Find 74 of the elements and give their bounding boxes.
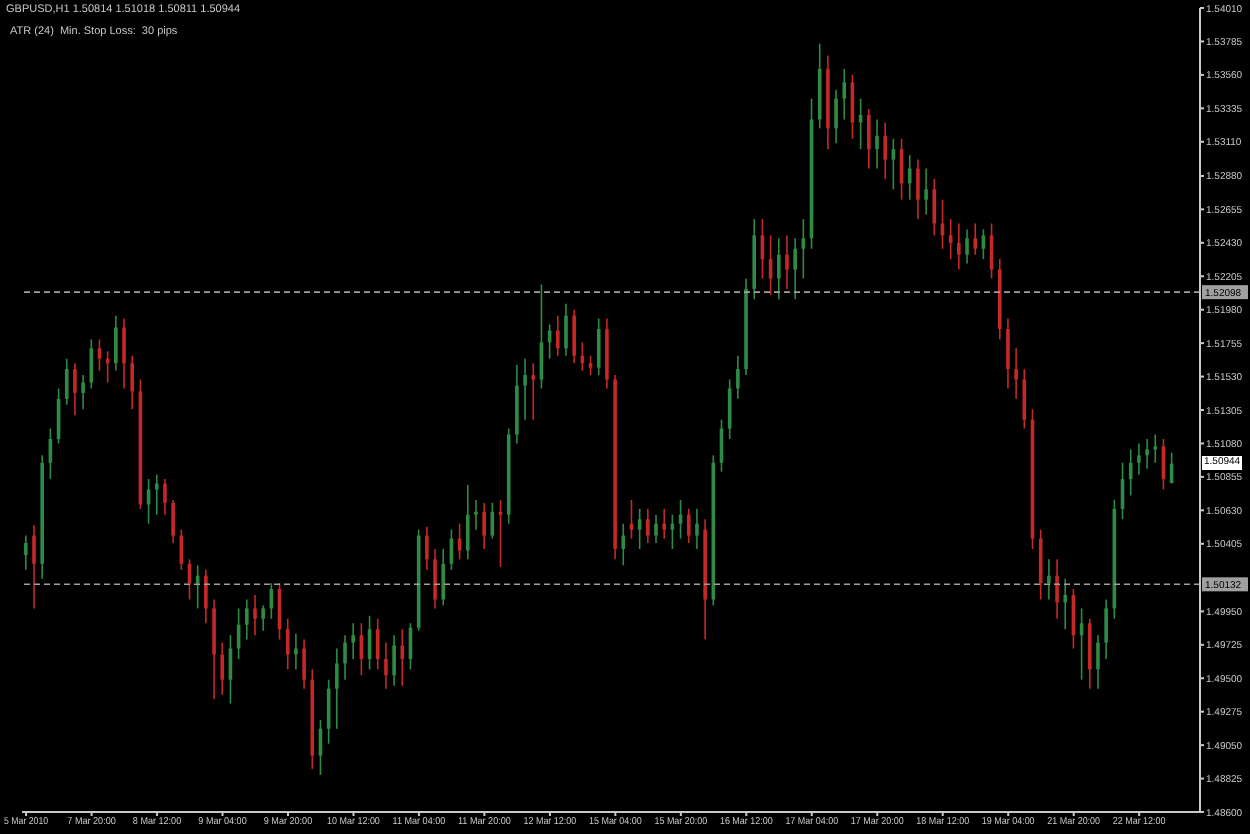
candlestick: [883, 121, 887, 180]
candlestick: [523, 357, 527, 421]
candlestick: [916, 158, 920, 220]
candlestick: [204, 568, 208, 625]
candlestick: [81, 374, 85, 411]
candlestick: [392, 634, 396, 687]
candlestick: [1087, 618, 1092, 690]
candlestick: [441, 548, 446, 607]
candlestick: [351, 622, 355, 660]
candlestick: [973, 222, 978, 256]
candlestick: [842, 68, 847, 121]
candlestick: [384, 641, 388, 690]
candlestick: [285, 618, 290, 671]
candlestick: [924, 167, 928, 216]
candlestick: [1137, 442, 1141, 476]
candlestick: [907, 154, 912, 201]
candlestick: [1014, 347, 1018, 400]
candlestick: [465, 484, 470, 561]
candlestick: [531, 362, 536, 421]
candlestick: [596, 317, 601, 376]
candlestick: [695, 508, 699, 550]
candlestick: [343, 634, 347, 681]
candlestick: [220, 641, 225, 696]
candlestick: [875, 118, 879, 170]
candlestick: [130, 354, 135, 411]
candlestick: [425, 525, 429, 571]
candlestick: [1153, 433, 1158, 464]
candlestick: [572, 308, 576, 364]
candlestick: [654, 513, 658, 544]
candlestick: [375, 618, 380, 671]
candlestick: [114, 314, 118, 372]
candlestick: [154, 473, 159, 516]
candlestick: [433, 548, 437, 610]
candlestick: [302, 638, 306, 690]
candlestick: [957, 222, 961, 271]
candlestick: [793, 237, 797, 301]
candlestick: [867, 108, 871, 170]
candlestick: [588, 354, 593, 376]
candlestick: [171, 499, 175, 544]
candlestick: [482, 502, 486, 550]
candlestick: [212, 598, 216, 700]
candlestick: [1128, 448, 1133, 497]
candlestick: [122, 317, 126, 390]
candlestick: [621, 522, 626, 567]
candlestick: [932, 178, 937, 237]
candlestick: [736, 354, 740, 400]
candlestick: [556, 314, 560, 357]
candlestick: [294, 632, 298, 671]
candlestick: [1145, 438, 1149, 470]
candlestick: [89, 338, 94, 390]
candlestick: [965, 228, 969, 265]
candlestick: [1047, 558, 1051, 601]
candlestick: [64, 357, 69, 406]
candlestick: [32, 524, 36, 610]
candlestick: [1006, 317, 1010, 390]
candlestick: [686, 508, 691, 544]
candlestick: [662, 508, 666, 540]
candlestick: [474, 499, 478, 531]
candlestick: [253, 594, 257, 636]
candlestick: [245, 598, 249, 641]
candlestick: [163, 478, 167, 516]
candlestick: [776, 237, 781, 301]
candlestick: [24, 534, 28, 571]
candlestick: [834, 88, 838, 145]
candlestick: [1055, 558, 1059, 620]
candlestick: [1104, 598, 1108, 660]
candlestick: [564, 302, 568, 357]
candlestick: [261, 604, 265, 632]
candlestick: [785, 234, 789, 290]
candlestick: [1096, 634, 1100, 690]
candlestick: [335, 647, 339, 730]
candlestick: [646, 508, 650, 544]
candlestick: [73, 362, 77, 416]
candlestick: [1063, 577, 1068, 631]
